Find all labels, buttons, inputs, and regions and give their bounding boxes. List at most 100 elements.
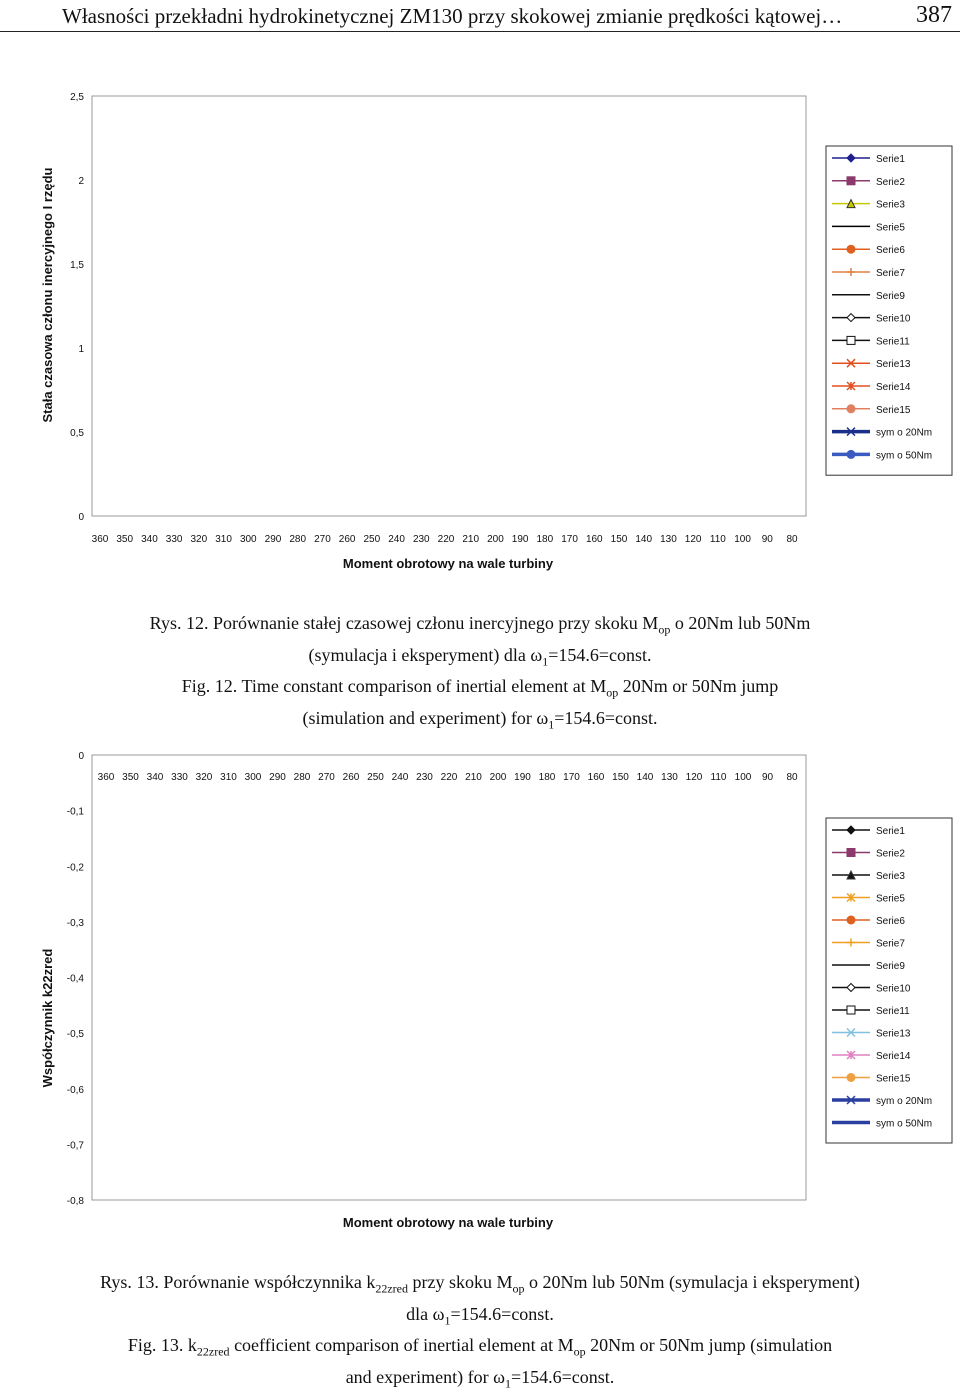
legend-entry: Serie10 <box>832 982 911 995</box>
x-tick-label: 170 <box>563 772 580 783</box>
legend-marker <box>846 915 856 925</box>
x-tick-label: 170 <box>561 534 578 545</box>
legend-entry: Serie13 <box>832 358 911 370</box>
page-header: Własności przekładni hydrokinetycznej ZM… <box>0 0 960 32</box>
x-tick-label: 220 <box>438 534 455 545</box>
x-tick-label: 350 <box>122 772 139 783</box>
x-tick-label: 360 <box>98 772 115 783</box>
legend-entry: Serie1 <box>832 825 905 837</box>
chart-time-constant: 2,5 2 1,5 1 0,5 0 360 350 340 330 320 310 300 290 280 2… <box>40 92 953 571</box>
y-axis-title: Stała czasowa członu inercyjnego I rzędu <box>40 167 55 422</box>
x-tick-label: 360 <box>92 534 109 545</box>
legend-label: Serie14 <box>876 1051 911 1062</box>
caption-line: Rys. 12. Porównanie stałej czasowej czło… <box>40 611 920 643</box>
x-tick-label: 110 <box>711 772 727 783</box>
legend-marker <box>846 449 856 459</box>
x-tick-label: 210 <box>462 534 479 545</box>
legend-marker <box>846 1073 856 1082</box>
legend-label: Serie11 <box>876 1006 910 1017</box>
caption-text: przy skoku M <box>407 1272 513 1292</box>
legend-entry: Serie7 <box>832 268 905 279</box>
legend-entry: Serie5 <box>832 892 905 905</box>
x-tick-label: 190 <box>514 772 531 783</box>
legend-label: Serie2 <box>876 849 905 860</box>
x-tick-label: 290 <box>269 772 286 783</box>
running-title: Własności przekładni hydrokinetycznej ZM… <box>62 4 843 28</box>
legend-label: Serie13 <box>876 359 911 370</box>
y-tick-label: -0,1 <box>67 807 85 818</box>
caption-text: o 20Nm lub 50Nm <box>670 613 811 633</box>
legend-box <box>825 817 953 1144</box>
y-tick-label: 1 <box>78 344 84 355</box>
legend-entry: Serie14 <box>832 1050 911 1062</box>
x-axis-title: Moment obrotowy na wale turbiny <box>343 1215 554 1230</box>
x-tick-label: 200 <box>487 534 504 545</box>
x-tick-label: 100 <box>734 534 751 545</box>
legend-entry: Serie1 <box>832 153 905 165</box>
y-tick-label: -0,8 <box>67 1196 85 1207</box>
x-tick-label: 330 <box>171 772 188 783</box>
legend-label: Serie15 <box>876 1074 911 1085</box>
legend-entry: sym o 50Nm <box>832 1119 932 1130</box>
caption-line: Rys. 13. Porównanie współczynnika k22zre… <box>0 1270 960 1302</box>
caption-text: =154.6=const. <box>450 1303 554 1324</box>
caption-subscript: 1 <box>542 654 549 669</box>
x-tick-label: 190 <box>512 534 529 545</box>
legend-marker <box>846 381 856 391</box>
x-tick-label: 230 <box>416 772 433 783</box>
legend-marker <box>846 892 856 903</box>
caption-subscript: 22zred <box>196 1344 230 1359</box>
plot-area <box>91 95 807 517</box>
legend-label: Serie10 <box>876 314 911 325</box>
x-tick-label: 200 <box>490 772 507 783</box>
caption-text: Rys. 12. Porównanie stałej czasowej czło… <box>149 613 659 633</box>
legend-entry: Serie13 <box>832 1027 911 1040</box>
legend-entry: Serie2 <box>832 848 905 860</box>
legend-label: Serie13 <box>876 1029 911 1040</box>
x-tick-label: 230 <box>413 534 430 545</box>
legend-label: Serie11 <box>876 336 910 347</box>
x-tick-label: 150 <box>612 772 629 783</box>
caption-text: (symulacja i eksperyment) dla ω <box>308 644 543 665</box>
x-axis-title: Moment obrotowy na wale turbiny <box>343 556 554 571</box>
caption-text: =154.6=const. <box>510 1366 615 1387</box>
caption-line: Fig. 13. k22zred coefficient comparison … <box>0 1333 960 1365</box>
legend-marker <box>847 938 855 947</box>
legend-label: Serie5 <box>876 222 905 233</box>
legend-label: Serie9 <box>876 291 905 302</box>
x-tick-label: 140 <box>635 534 652 545</box>
legend-entry: Serie3 <box>832 869 905 882</box>
y-tick-label: 0,5 <box>70 428 84 439</box>
x-tick-label: 270 <box>318 772 335 783</box>
legend-entry: Serie7 <box>832 938 905 950</box>
x-tick-label: 90 <box>762 534 774 545</box>
x-tick-label: 260 <box>343 772 360 783</box>
legend-entry: Serie6 <box>832 244 905 256</box>
y-tick-label: 2 <box>78 176 84 187</box>
legend-entry: Serie3 <box>832 198 905 211</box>
caption-text: =154.6=const. <box>554 707 658 728</box>
legend-label: sym o 50Nm <box>876 450 932 461</box>
figure-12-caption: Rys. 12. Porównanie stałej czasowej czło… <box>40 611 920 737</box>
legend-marker <box>846 848 856 857</box>
legend-marker <box>846 335 856 345</box>
legend-marker <box>846 869 856 880</box>
y-tick-label: 2,5 <box>70 92 84 103</box>
legend-label: sym o 20Nm <box>876 428 932 439</box>
x-tick-label: 250 <box>367 772 384 783</box>
plot-area <box>91 754 807 1201</box>
legend-label: Serie9 <box>876 961 905 972</box>
x-tick-label: 220 <box>441 772 458 783</box>
caption-subscript: 1 <box>548 717 555 732</box>
legend-label: Serie10 <box>876 984 911 995</box>
y-tick-label: 0 <box>78 512 84 523</box>
x-tick-label: 90 <box>762 772 774 783</box>
x-tick-label: 250 <box>364 534 381 545</box>
x-tick-label: 310 <box>220 772 237 783</box>
legend-label: Serie7 <box>876 939 905 950</box>
legend-label: Serie5 <box>876 894 905 905</box>
caption-subscript: op <box>606 685 619 700</box>
legend-entry: Serie10 <box>832 312 911 325</box>
caption-line: Fig. 12. Time constant comparison of ine… <box>40 674 920 706</box>
x-tick-label: 300 <box>240 534 257 545</box>
